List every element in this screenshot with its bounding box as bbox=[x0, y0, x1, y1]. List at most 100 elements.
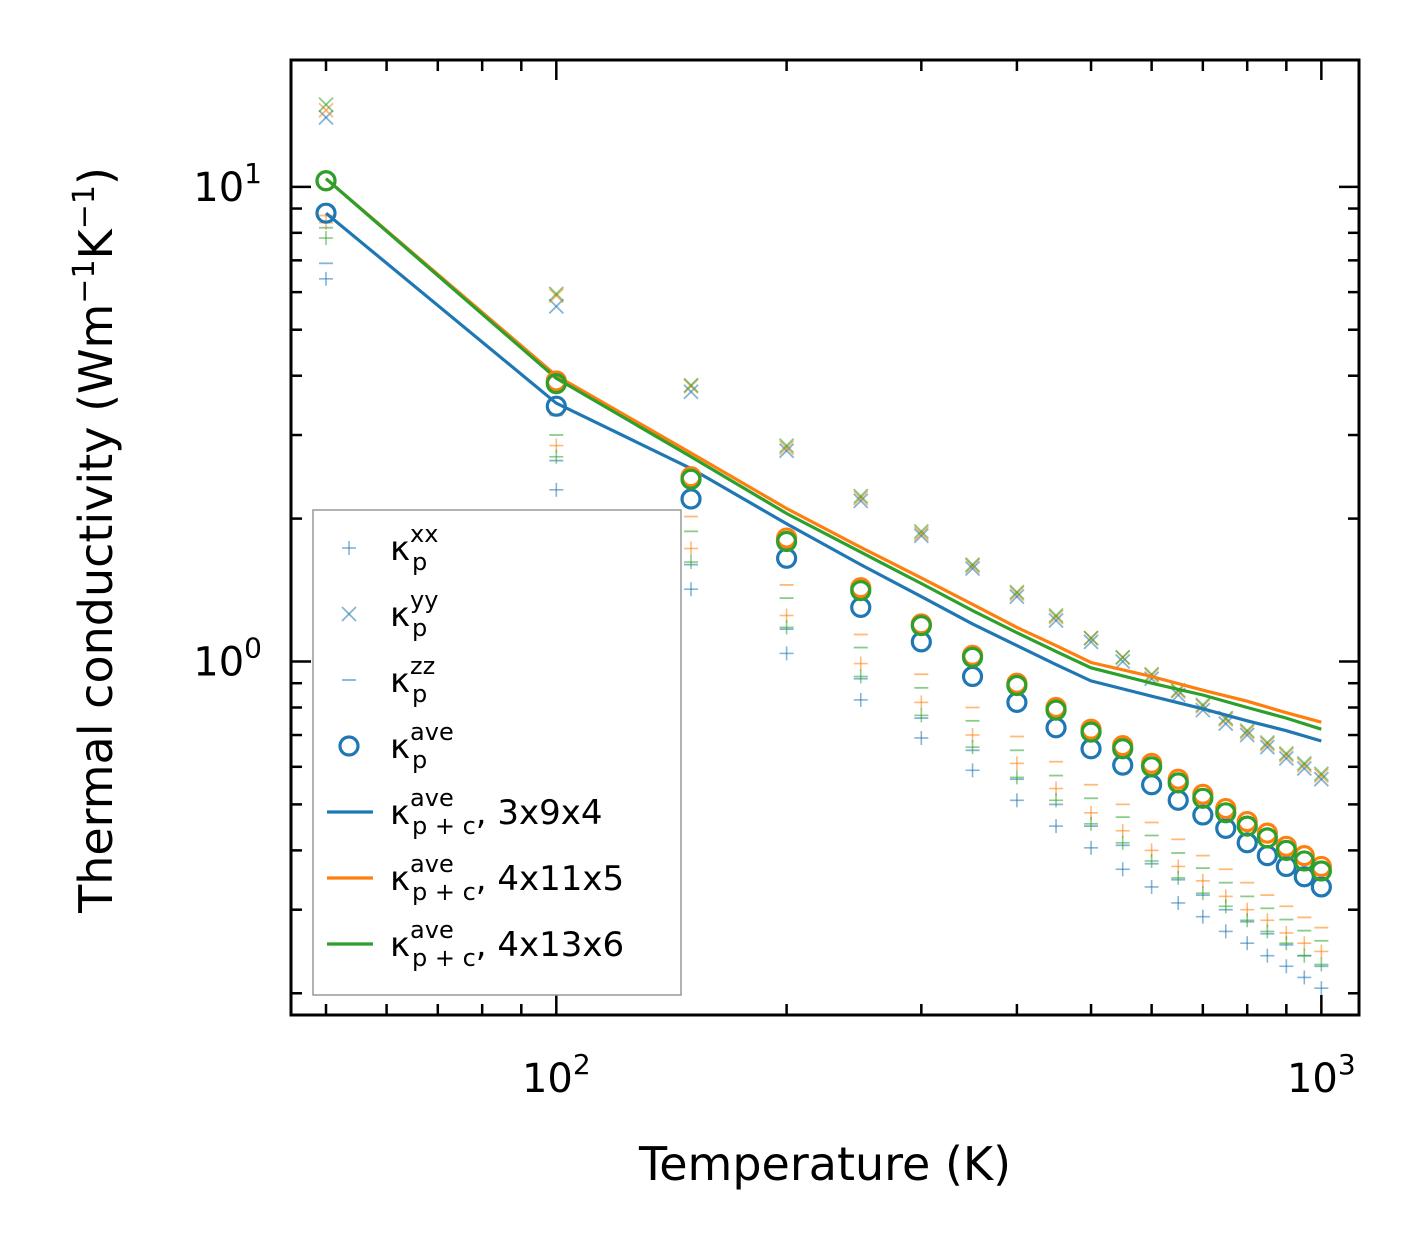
legend-label: κave p + c, 4x11x5 bbox=[390, 850, 624, 906]
kappa-yy-point bbox=[1009, 588, 1025, 605]
kappa-xx-point bbox=[1115, 862, 1130, 877]
kappa-yy-point bbox=[1218, 715, 1234, 732]
cross-marker-b bbox=[1009, 588, 1025, 605]
kappa-xx-point bbox=[1115, 823, 1130, 838]
kappa-xx-point bbox=[1195, 886, 1210, 901]
kappa-ave-point bbox=[1236, 815, 1258, 837]
kappa-yy-point bbox=[1048, 612, 1064, 629]
kappa-yy-point bbox=[913, 523, 929, 539]
cross-marker-b bbox=[1239, 727, 1255, 743]
cross-marker-b bbox=[1259, 734, 1275, 751]
legend-entry: κave p + c, 4x11x5 bbox=[327, 850, 624, 906]
kappa-xx-point bbox=[1314, 981, 1329, 996]
legend: κxx p κyy p κzz p κave p κave p + c, 3x9x4 κave p +… bbox=[312, 509, 682, 996]
cross-marker-b bbox=[1048, 607, 1064, 624]
plot-frame bbox=[289, 58, 1361, 1017]
kappa-ave-point bbox=[1310, 860, 1332, 882]
kappa-yy-point bbox=[964, 558, 981, 574]
kappa-ave-point bbox=[850, 580, 872, 602]
kappa-ave-point bbox=[1141, 756, 1163, 778]
kappa-xx-point bbox=[1279, 959, 1294, 974]
kappa-xx-point bbox=[853, 656, 868, 671]
series-4x13x6-ave bbox=[315, 170, 1332, 882]
kappa-ave-point bbox=[776, 530, 798, 553]
cross-marker-b bbox=[853, 493, 869, 509]
kappa-xx-point bbox=[1260, 948, 1275, 963]
kappa-yy-point bbox=[318, 96, 334, 113]
kappa-xx-point bbox=[1218, 899, 1233, 914]
kappa-yy-point bbox=[1048, 607, 1064, 624]
kappa-xx-point bbox=[853, 669, 868, 684]
kappa-yy-point bbox=[778, 440, 795, 456]
kappa-yy-point bbox=[1259, 739, 1275, 755]
kappa-yy-point bbox=[318, 109, 334, 126]
kappa-ave-point bbox=[1310, 876, 1332, 898]
kappa-ave-point bbox=[1167, 772, 1189, 794]
kappa-ave-point bbox=[1006, 674, 1028, 697]
kappa-ave-point bbox=[1293, 850, 1315, 872]
cross-marker-b bbox=[683, 377, 699, 393]
kappa-xx-point bbox=[914, 730, 929, 745]
kappa-ave-point bbox=[1215, 802, 1237, 824]
kappa-yy-point bbox=[1083, 634, 1099, 650]
cross-marker-b bbox=[1048, 609, 1064, 625]
kappa-xx-point bbox=[1171, 895, 1186, 910]
kappa-yy-point bbox=[853, 493, 869, 509]
cross-marker-b bbox=[548, 287, 564, 304]
series-3x9x4-components bbox=[318, 109, 1329, 996]
kappa-xx-point bbox=[914, 708, 929, 723]
cross-marker-b bbox=[913, 525, 929, 542]
legend-label: κyy p bbox=[390, 586, 438, 642]
kappa-yy-point bbox=[1296, 757, 1312, 773]
cross-marker-b bbox=[778, 437, 795, 454]
x-tick-label: 102 bbox=[522, 1048, 591, 1102]
kappa-yy-point bbox=[964, 556, 981, 573]
y-axis-label: Thermal conductivity (Wm−1K−1) bbox=[67, 167, 123, 914]
cross-marker-b bbox=[548, 286, 564, 302]
kappa-ave-point bbox=[545, 395, 567, 417]
cross-marker-b bbox=[913, 523, 929, 539]
cross-marker-b bbox=[341, 606, 357, 622]
plot-area bbox=[315, 96, 1332, 996]
axis-ticks bbox=[291, 60, 1359, 1015]
kappa-yy-point bbox=[1048, 609, 1064, 625]
cross-marker-b bbox=[1313, 771, 1329, 787]
kappa-ave-point bbox=[1256, 827, 1278, 849]
kappa-xx-point bbox=[319, 271, 334, 286]
kappa-xx-point bbox=[1144, 853, 1159, 868]
kappa-ave-point bbox=[315, 202, 337, 224]
kappa-yy-point bbox=[1313, 771, 1329, 787]
legend-marker-circle bbox=[338, 735, 360, 757]
cross-marker-b bbox=[1259, 736, 1275, 752]
legend-entry: κave p + c, 4x13x6 bbox=[327, 916, 624, 972]
kappa-yy-point bbox=[1278, 747, 1294, 763]
kappa-xx-point bbox=[914, 695, 929, 710]
kappa-xx-point bbox=[1009, 770, 1024, 785]
kappa-xx-point bbox=[1297, 948, 1312, 963]
legend-marker-plus bbox=[342, 541, 356, 555]
legend-label: κave p bbox=[390, 718, 454, 774]
y-tick-label: 101 bbox=[193, 157, 262, 211]
kappa-xx-point bbox=[1115, 835, 1130, 850]
kappa-yy-point bbox=[1313, 767, 1329, 784]
cross-marker-b bbox=[1143, 666, 1160, 682]
kappa-xx-point bbox=[1314, 957, 1329, 972]
kappa-xx-point bbox=[965, 740, 980, 755]
cross-marker-b bbox=[1278, 750, 1294, 767]
legend-label: κave p + c, 4x13x6 bbox=[390, 916, 624, 972]
kappa-xx-point bbox=[1009, 793, 1024, 808]
cross-marker-b bbox=[1259, 739, 1275, 755]
cross-marker-b bbox=[1313, 767, 1329, 784]
series-4x13x6-components bbox=[318, 96, 1329, 972]
cross-marker-b bbox=[853, 490, 869, 506]
kappa-ave-point bbox=[961, 646, 984, 669]
kappa-xx-point bbox=[1049, 793, 1064, 808]
legend-marker-cross bbox=[341, 606, 357, 622]
kappa-xx-point bbox=[549, 482, 564, 497]
cross-marker-b bbox=[1009, 584, 1025, 600]
cross-marker-b bbox=[1195, 697, 1211, 713]
cross-marker-b bbox=[318, 109, 334, 126]
kappa-ave-point bbox=[545, 372, 567, 395]
